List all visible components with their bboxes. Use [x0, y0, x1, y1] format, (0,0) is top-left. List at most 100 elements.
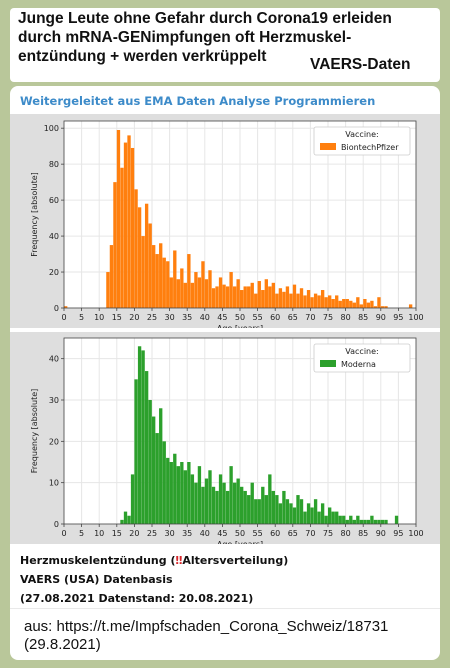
chart-1-bar [328, 295, 332, 308]
chart-1-x-tick-label: 60 [270, 313, 280, 322]
chart-1-bar [130, 147, 135, 308]
chart-1-x-tick-label: 80 [341, 313, 351, 322]
chart-1-x-tick-label: 20 [129, 313, 139, 322]
chart-1-bar [222, 284, 226, 308]
chart-2-bar [289, 503, 293, 524]
chart-1-x-tick-label: 5 [79, 313, 84, 322]
chart-2-bar [141, 350, 145, 524]
chart-2-bar [299, 499, 304, 524]
chart-2-bar [320, 503, 325, 524]
chart-1-bar [247, 286, 251, 308]
caption: Herzmuskelentzündung (‼Altersverteilung)… [20, 551, 288, 608]
forwarded-from-link[interactable]: Weitergeleitet aus EMA Daten Analyse Pro… [20, 94, 376, 108]
chart-1-x-tick-label: 85 [358, 313, 368, 322]
headline-text: Junge Leute ohne Gefahr durch Corona19 e… [18, 10, 392, 65]
chart-2-x-tick-label: 75 [323, 529, 333, 538]
chart-1-bar [137, 207, 142, 308]
chart-2-bar [331, 511, 335, 524]
chart-1-bar [278, 288, 283, 308]
chart-2-x-tick-label: 10 [94, 529, 104, 538]
chart-2-x-tick-label: 50 [235, 529, 245, 538]
chart-2-x-tick-label: 45 [217, 529, 227, 538]
chart-1-bar [342, 299, 346, 308]
chart-2-bar [155, 433, 159, 524]
chart-2-bar [215, 490, 219, 524]
chart-1-bar [299, 288, 304, 308]
chart-2-x-tick-label: 5 [79, 529, 84, 538]
chart-1-bar [120, 167, 124, 308]
chart-1-bar [331, 299, 335, 308]
chart-1-x-axis-label: Age [years] [217, 324, 263, 328]
chart-2-bar [261, 486, 265, 524]
chart-1-x-tick-label: 25 [147, 313, 157, 322]
chart-2-bar [324, 515, 328, 524]
chart-2-bar [173, 453, 177, 524]
chart-1-bar [190, 282, 195, 308]
chart-1-bar [123, 142, 128, 308]
chart-2-bar [292, 507, 297, 524]
source-date: (29.8.2021) [24, 636, 101, 653]
chart-2-bar [176, 466, 180, 524]
chart-1-bar [338, 300, 342, 308]
chart-1-bar [271, 282, 276, 308]
chart-2-bar [313, 499, 318, 524]
chart-1-bar [289, 293, 293, 308]
chart-1-bar [127, 135, 131, 308]
chart-2-legend-title: Vaccine: [345, 347, 378, 356]
chart-2-bar [144, 371, 149, 524]
chart-1-y-axis-label: Frequency [absolute] [30, 172, 39, 257]
chart-1-bar [282, 291, 286, 308]
source-link[interactable]: aus: https://t.me/Impfschaden_Corona_Sch… [24, 618, 389, 635]
chart-2-bar [197, 466, 202, 524]
chart-1-bar [232, 286, 237, 308]
chart-2-y-tick-label: 0 [54, 520, 59, 529]
chart-2-x-tick-label: 20 [129, 529, 139, 538]
chart-2-bar [363, 519, 367, 524]
chart-2-x-tick-label: 60 [270, 529, 280, 538]
pfizer-chart-panel: 0 5 10 15 20 25 30 35 40 45 50 55 60 65 70 75 80 85 90 95 10… [10, 114, 440, 328]
chart-1-x-tick-label: 45 [217, 313, 227, 322]
chart-1-bar [275, 293, 279, 308]
chart-1-bar [261, 290, 265, 308]
chart-2-x-tick-label: 30 [165, 529, 175, 538]
chart-1-bar [159, 243, 163, 308]
chart-1-bar [116, 129, 121, 308]
chart-2-bar [366, 519, 371, 524]
chart-2-bar [211, 486, 216, 524]
chart-1-bar [204, 279, 209, 308]
chart-1-bar [356, 297, 360, 308]
chart-1-bar [296, 293, 300, 308]
chart-2-legend-box [313, 343, 411, 373]
chart-1-bar [285, 286, 290, 308]
chart-2-bar [204, 478, 209, 524]
chart-1-legend-title: Vaccine: [345, 130, 378, 139]
chart-1-bar [169, 277, 173, 308]
chart-2-bar [232, 482, 237, 524]
chart-1-bar [250, 282, 254, 308]
chart-1-y-tick-label: 60 [49, 196, 59, 205]
chart-2-bar [236, 478, 240, 524]
chart-2-bar [134, 379, 138, 524]
chart-2-bar [282, 490, 286, 524]
chart-2-bar [317, 511, 321, 524]
chart-2-y-axis-label: Frequency [absolute] [30, 389, 39, 474]
chart-2-bar [349, 515, 353, 524]
chart-1-bar [141, 236, 145, 308]
chart-1-x-tick-label: 50 [235, 313, 245, 322]
chart-1-bar [215, 286, 219, 308]
chart-2-bar [370, 515, 374, 524]
chart-2-bar [127, 515, 131, 524]
caption-line-1-end: Altersverteilung) [182, 554, 289, 567]
chart-2-y-tick-label: 10 [49, 479, 59, 488]
chart-1-y-tick-label: 0 [54, 304, 59, 313]
chart-2-bar [183, 470, 188, 524]
chart-2-bar [359, 519, 364, 524]
chart-2-bar [162, 441, 166, 524]
chart-2-bar [120, 519, 124, 524]
chart-2-bar [208, 470, 212, 524]
chart-1-x-tick-label: 75 [323, 313, 333, 322]
chart-2-bar [268, 474, 272, 524]
chart-1-bar [109, 245, 114, 308]
chart-1-x-tick-label: 0 [61, 313, 66, 322]
chart-2-bar [225, 490, 230, 524]
